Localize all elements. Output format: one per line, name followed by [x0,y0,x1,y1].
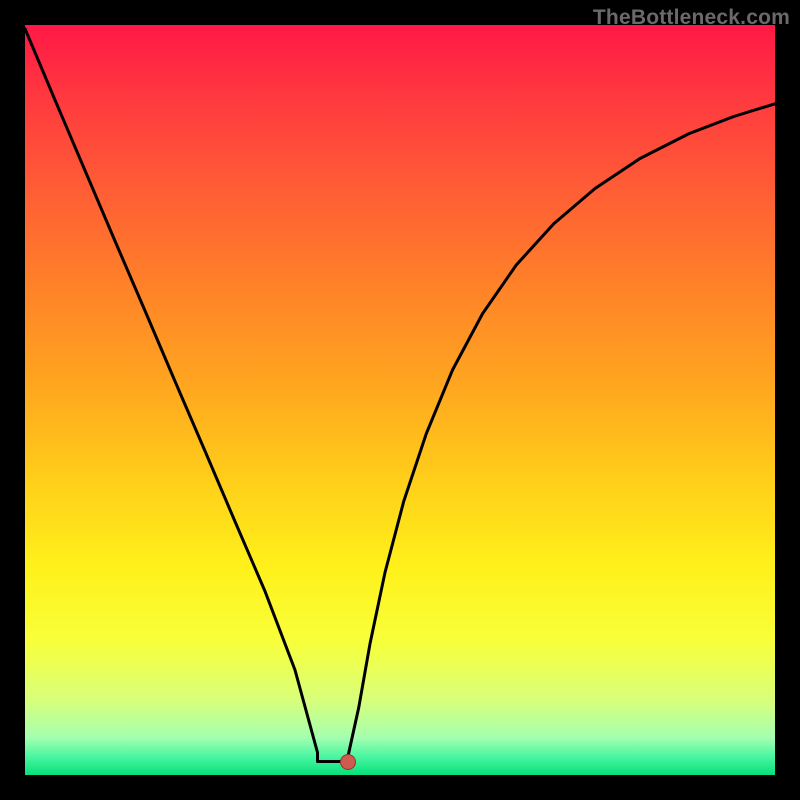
plot-svg [25,25,775,775]
minimum-marker [340,754,356,770]
plot-area [25,25,775,775]
plot-background [25,25,775,775]
chart-frame: TheBottleneck.com [0,0,800,800]
